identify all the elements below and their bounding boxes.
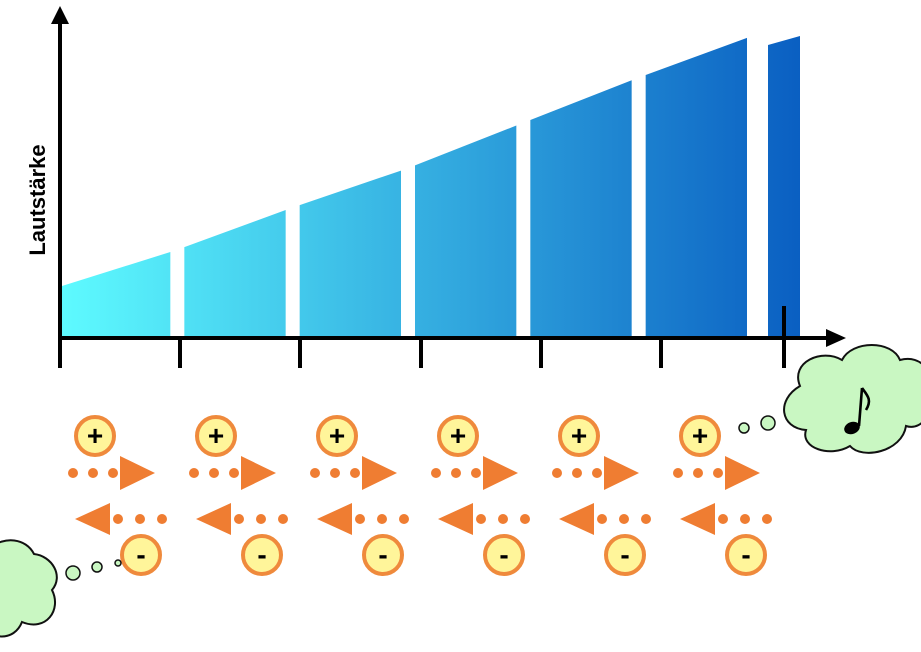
arrow-right-icon: [189, 456, 276, 490]
bubble-dot: [91, 561, 103, 573]
volume-bar: [299, 170, 401, 338]
plus-charge-badge-label: +: [450, 420, 466, 451]
minus-charge-badge-label: -: [378, 539, 387, 570]
plus-charge-badge-label: +: [329, 420, 345, 451]
thought-bubble-icon-right: [738, 344, 921, 454]
plus-charge-badge: +: [195, 415, 237, 457]
minus-charge-badge: -: [483, 534, 525, 576]
arrow-right-icon: [68, 456, 155, 490]
minus-charge-badge: -: [120, 534, 162, 576]
plus-charge-badge-label: +: [87, 420, 103, 451]
volume-bars: [60, 36, 800, 339]
plus-charge-badge-label: +: [208, 420, 224, 451]
arrow-left-icon: [75, 503, 167, 535]
bubble-dot: [65, 565, 81, 581]
bubble-dot: [738, 422, 750, 434]
minus-charge-badge-label: -: [499, 539, 508, 570]
plus-charge-badge-label: +: [571, 420, 587, 451]
minus-charge-badge: -: [725, 534, 767, 576]
y-axis-arrowhead: [51, 6, 69, 24]
arrow-left-icon: [196, 503, 288, 535]
arrow-left-icon: [680, 503, 772, 535]
music-note-icon: [844, 387, 871, 435]
minus-charge-badge-label: -: [620, 539, 629, 570]
minus-charge-badge-label: -: [741, 539, 750, 570]
plus-charge-badge-label: +: [692, 420, 708, 451]
plus-charge-badge: +: [679, 415, 721, 457]
volume-bar: [415, 125, 517, 338]
plus-charge-badge: +: [74, 415, 116, 457]
arrow-right-icon: [552, 456, 639, 490]
bubble-dot: [760, 415, 776, 431]
charge-flow: + - + - + - + - + - + -: [68, 415, 772, 576]
bubble-dot: [114, 559, 122, 567]
minus-charge-badge-label: -: [136, 539, 145, 570]
arrow-left-icon: [317, 503, 409, 535]
thought-bubble-icon-left: [0, 539, 122, 638]
arrow-right-icon: [673, 456, 760, 490]
volume-bar: [530, 80, 632, 339]
minus-charge-badge: -: [241, 534, 283, 576]
axes: [51, 6, 846, 368]
arrow-right-icon: [310, 456, 397, 490]
x-axis-ticks: [178, 306, 786, 368]
minus-charge-badge-label: -: [257, 539, 266, 570]
arrow-left-icon: [559, 503, 651, 535]
volume-bar: [184, 209, 286, 338]
minus-charge-badge: -: [362, 534, 404, 576]
volume-bar: [645, 37, 747, 338]
volume-bar: [768, 36, 800, 338]
x-axis-arrowhead: [826, 329, 846, 347]
plus-charge-badge: +: [437, 415, 479, 457]
y-axis-title: Lautstärke: [25, 144, 50, 255]
plus-charge-badge: +: [316, 415, 358, 457]
minus-charge-badge: -: [604, 534, 646, 576]
plus-charge-badge: +: [558, 415, 600, 457]
arrow-right-icon: [431, 456, 518, 490]
volume-bar: [60, 251, 171, 338]
cloud-shape: [0, 539, 58, 638]
cloud-shape: [783, 344, 921, 454]
arrow-left-icon: [438, 503, 530, 535]
